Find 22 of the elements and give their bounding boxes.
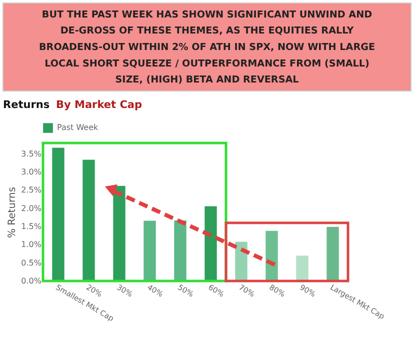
bar [144,220,156,281]
chart-title: BUT THE PAST WEEK HAS SHOWN SIGNIFICANT UNWIND AND DE-GROSS OF THESE THEMES, AS THE EQUITIES RALLY BROADENS-OUT WITHIN 2% OF ATH IN SPX, NOW WITH LARGE LOCAL SHORT SQUEEZE / OUTPERFORMANCE FROM (SMALL) SIZE, (HIGH) BETA AND REVERSAL [38,9,376,86]
y-tick-label: 2.5% [21,186,42,195]
bar [296,256,308,281]
bar [266,230,278,281]
y-tick-label: 3.5% [21,149,42,158]
bar [82,160,95,281]
bar [326,226,339,281]
legend-label: Past Week [57,123,98,132]
y-tick-label: 0.0% [21,276,42,286]
y-tick-label: 3.0% [21,168,42,177]
y-tick-label: 1.5% [21,222,42,232]
chart-subtitle: Returns By Market Cap [3,99,143,111]
bar [174,220,186,281]
y-axis-title: % Returns [7,186,18,238]
bar [235,242,248,281]
bar [52,148,64,281]
bar [113,186,126,281]
bar [204,206,217,281]
y-tick-label: 1.0% [21,240,42,250]
y-tick-label: 2.0% [21,204,42,213]
y-tick-label: 0.5% [21,258,42,268]
